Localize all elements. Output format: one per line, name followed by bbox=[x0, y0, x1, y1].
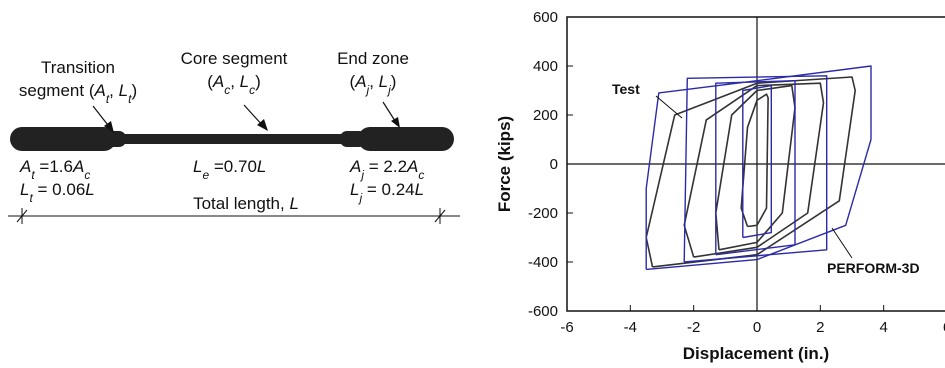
perform-3d-hysteresis-loop bbox=[645, 65, 872, 271]
test-hysteresis-loop bbox=[714, 84, 796, 251]
dimension-slash-right bbox=[434, 209, 446, 223]
transition-area-eq: At =1.6Ac bbox=[19, 157, 90, 182]
end-zone-label-line2: (Aj, Lj) bbox=[350, 72, 397, 97]
y-tick-label: 0 bbox=[550, 156, 558, 173]
test-annotation: Test bbox=[612, 81, 640, 97]
core-length-eq: Le =0.70L bbox=[193, 157, 266, 182]
y-tick-label: 400 bbox=[533, 58, 558, 75]
perform-3d-hysteresis-loop bbox=[715, 79, 796, 256]
y-tick-label: -600 bbox=[528, 303, 558, 320]
x-tick-label: 6 bbox=[943, 319, 945, 336]
x-tick-labels: -6 -4 -2 0 2 4 6 bbox=[560, 305, 945, 336]
core-label-line2: (Ac, Lc) bbox=[207, 72, 261, 97]
test-hysteresis-loop bbox=[645, 76, 857, 268]
y-axis-title: Force (kips) bbox=[495, 116, 514, 212]
end-zone-arrowhead bbox=[391, 117, 400, 128]
y-tick-label: -400 bbox=[528, 254, 558, 271]
y-tick-label: -200 bbox=[528, 205, 558, 222]
total-length-label: Total length, L bbox=[193, 194, 299, 213]
zero-axis-lines bbox=[567, 17, 945, 311]
perform-leader-line bbox=[831, 227, 853, 259]
x-axis-title: Displacement (in.) bbox=[683, 344, 829, 363]
test-leader-line bbox=[655, 95, 683, 119]
dimension-slash-left bbox=[16, 209, 28, 223]
x-tick-label: -4 bbox=[624, 319, 637, 336]
x-tick-label: 0 bbox=[753, 319, 761, 336]
transition-label-line1: Transition bbox=[41, 58, 115, 77]
y-tick-label: 600 bbox=[533, 9, 558, 26]
x-tick-label: 4 bbox=[879, 319, 887, 336]
end-area-eq: Aj = 2.2Ac bbox=[349, 157, 424, 182]
perform-3d-annotation: PERFORM-3D bbox=[827, 260, 920, 276]
end-zone-left bbox=[10, 127, 116, 151]
test-hysteresis-loop bbox=[683, 82, 825, 258]
y-tick-labels: -600 -400 -200 0 200 400 600 bbox=[528, 9, 573, 320]
end-zone-right bbox=[358, 127, 454, 151]
end-zone-label-line1: End zone bbox=[337, 49, 409, 68]
perform-3d-hysteresis-loop bbox=[742, 84, 772, 239]
x-tick-label: 2 bbox=[816, 319, 824, 336]
brace-diagram: Transition segment (At, Lt) Core segment… bbox=[8, 49, 460, 224]
y-tick-label: 200 bbox=[533, 107, 558, 124]
transition-label-line2: segment (At, Lt) bbox=[19, 81, 137, 106]
perform-3d-series bbox=[645, 65, 872, 271]
transition-arrowhead bbox=[104, 121, 114, 133]
x-tick-label: -6 bbox=[560, 319, 573, 336]
core-arrowhead bbox=[257, 119, 268, 131]
transition-length-eq: Lt = 0.06L bbox=[20, 180, 95, 205]
x-tick-label: -2 bbox=[687, 319, 700, 336]
core-segment-bar bbox=[112, 134, 354, 144]
core-label-line1: Core segment bbox=[181, 49, 288, 68]
hysteresis-chart: -600 -400 -200 0 200 400 600 -6 -4 -2 0 2 4 6 Test P… bbox=[495, 9, 945, 363]
perform-3d-hysteresis-loop bbox=[683, 75, 828, 263]
test-hysteresis-loop bbox=[740, 93, 769, 228]
end-length-eq: Lj = 0.24L bbox=[350, 180, 424, 205]
test-series bbox=[645, 76, 857, 268]
